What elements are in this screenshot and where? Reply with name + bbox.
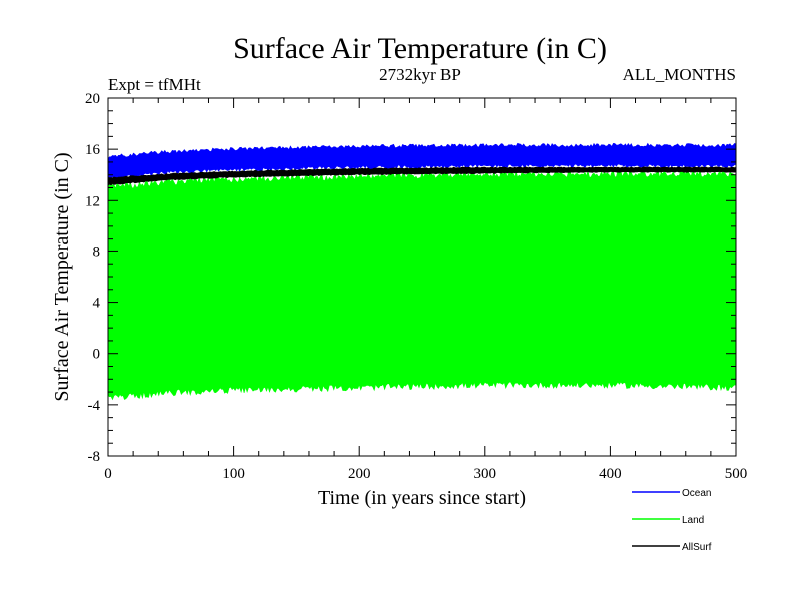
x-tick-label: 100 [222,466,245,482]
x-tick-label: 400 [599,466,622,482]
y-tick-label: 4 [93,296,101,312]
y-tick-label: 0 [93,347,101,363]
legend-label-land: Land [682,515,704,526]
y-tick-label: 8 [93,244,101,260]
x-tick-label: 200 [348,466,371,482]
x-tick-label: 300 [474,466,497,482]
experiment-label: Expt = tfMHt [108,75,201,94]
months-label: ALL_MONTHS [623,65,736,84]
period-label: 2732kyr BP [379,65,461,84]
legend-label-allsurf: AllSurf [682,542,712,553]
y-axis-label: Surface Air Temperature (in C) [51,152,73,401]
legend: Ocean Land AllSurf [632,488,712,553]
y-tick-label: 16 [85,142,101,158]
series-land [107,170,737,401]
y-tick-label: -8 [88,449,101,465]
x-axis-label: Time (in years since start) [318,487,526,509]
y-tick-label: -4 [88,398,101,414]
y-tick-label: 20 [85,91,100,107]
x-tick-label: 500 [725,466,748,482]
plot-area [107,142,737,401]
chart-title: Surface Air Temperature (in C) [233,32,607,65]
x-tick-label: 0 [104,466,112,482]
legend-label-ocean: Ocean [682,488,711,499]
y-tick-label: 12 [85,193,100,209]
